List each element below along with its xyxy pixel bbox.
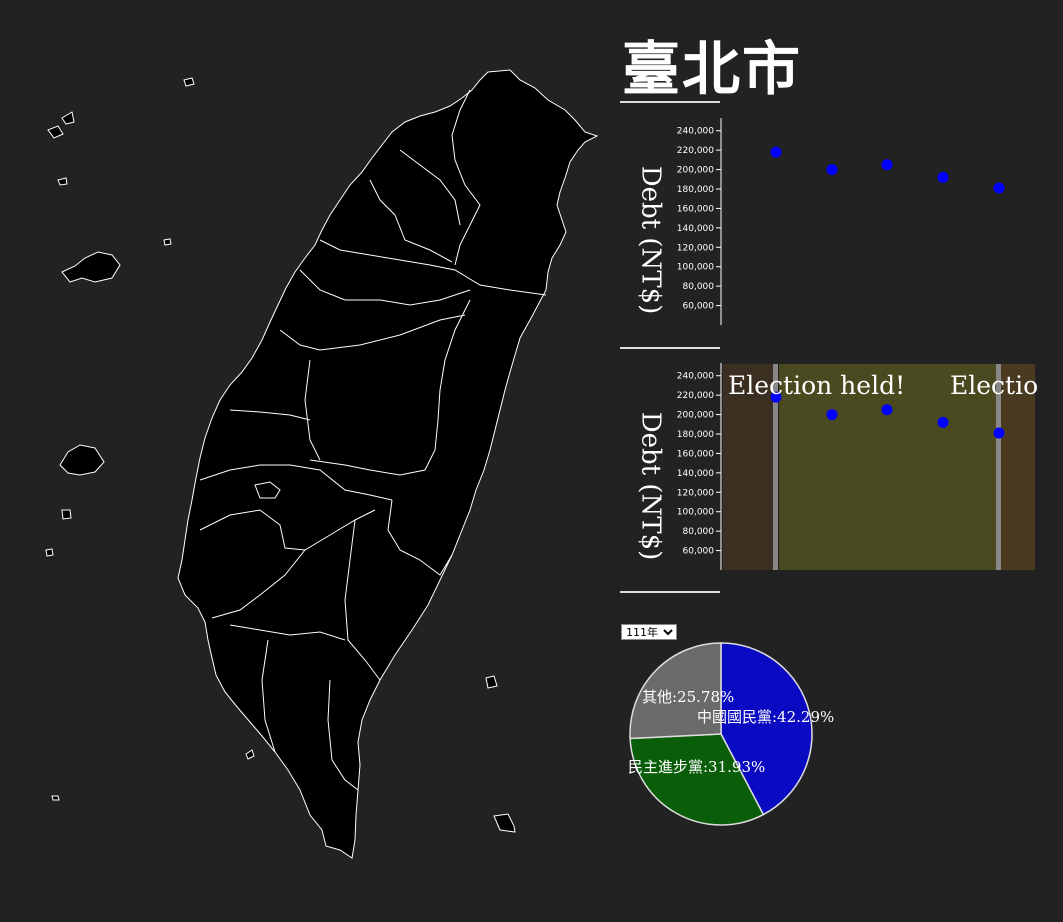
islet xyxy=(183,77,195,87)
y-tick-label: 240,000 xyxy=(677,127,714,137)
county-border xyxy=(451,89,481,266)
y-tick-label: 160,000 xyxy=(677,449,714,459)
y-tick-label: 200,000 xyxy=(677,411,714,421)
county-border xyxy=(199,464,393,501)
county-border xyxy=(327,679,359,791)
penghu-island xyxy=(61,251,121,283)
y-tick-label: 60,000 xyxy=(683,547,715,557)
y-tick-label: 80,000 xyxy=(683,282,715,292)
data-point xyxy=(826,409,838,421)
period-band xyxy=(779,364,998,570)
pie-slice-label: 中國國民黨:42.29% xyxy=(697,708,834,726)
y-tick-label: 100,000 xyxy=(677,508,714,518)
y-tick-label: 60,000 xyxy=(683,302,715,312)
pie-slice xyxy=(629,642,722,740)
county-border xyxy=(211,549,306,619)
y-tick-label: 140,000 xyxy=(677,224,714,234)
election-annotation: Electio xyxy=(950,371,1038,400)
y-tick-label: 220,000 xyxy=(677,391,714,401)
county-border xyxy=(399,149,461,226)
county-border xyxy=(304,359,321,461)
county-border xyxy=(261,639,276,753)
y-tick-label: 160,000 xyxy=(677,204,714,214)
election-marker xyxy=(996,364,1001,570)
data-point xyxy=(937,416,949,428)
divider xyxy=(620,101,720,103)
data-point xyxy=(770,391,782,403)
county-border xyxy=(319,239,547,296)
taiwan-main-island xyxy=(177,69,599,859)
y-tick-label: 80,000 xyxy=(683,527,715,537)
kinmen-island xyxy=(59,444,105,476)
city-title: 臺北市 xyxy=(622,35,803,103)
islet xyxy=(245,749,255,760)
islet xyxy=(61,111,75,125)
y-axis-label-wrap: Debt (NT$) xyxy=(630,386,670,586)
islet xyxy=(57,177,68,186)
islet xyxy=(47,125,64,139)
divider xyxy=(620,591,720,593)
data-point xyxy=(881,159,893,171)
data-point xyxy=(993,427,1005,439)
pie-slice xyxy=(629,733,765,826)
period-band xyxy=(1001,364,1035,570)
islet xyxy=(45,548,54,557)
period-band xyxy=(723,364,775,570)
y-tick-label: 200,000 xyxy=(677,166,714,176)
islet xyxy=(61,509,72,520)
y-tick-label: 220,000 xyxy=(677,146,714,156)
islet xyxy=(51,795,60,801)
county-border xyxy=(299,269,471,306)
county-border xyxy=(344,519,381,681)
year-select[interactable]: 111年 xyxy=(621,624,677,640)
y-axis-label: Debt (NT$) xyxy=(635,165,666,315)
data-point xyxy=(937,171,949,183)
county-border xyxy=(229,624,346,641)
county-border xyxy=(387,499,453,576)
county-border xyxy=(369,179,453,263)
taiwan-map xyxy=(45,69,599,859)
data-point xyxy=(993,182,1005,194)
debt-scatter-chart-top: 60,000 80,000 100,000 120,000 140,000 160,000… xyxy=(677,118,1005,325)
pie-slice-label: 民主進步黨:31.93% xyxy=(628,758,765,776)
islet xyxy=(163,238,172,246)
y-axis-label-wrap: Debt (NT$) xyxy=(630,140,670,340)
party-pie-chart: 中國國民黨:42.29% 民主進步黨:31.93% 其他:25.78% xyxy=(628,642,834,826)
data-point xyxy=(770,146,782,158)
debt-scatter-chart-bottom: 60,000 80,000 100,000 120,000 140,000 160,000… xyxy=(677,363,1038,570)
islet xyxy=(493,813,516,833)
pie-slice-label: 其他:25.78% xyxy=(642,688,734,706)
y-tick-label: 100,000 xyxy=(677,263,714,273)
y-tick-label: 180,000 xyxy=(677,185,714,195)
data-point xyxy=(826,164,838,176)
county-border xyxy=(199,509,376,551)
y-tick-label: 140,000 xyxy=(677,469,714,479)
islet xyxy=(485,675,498,689)
divider xyxy=(620,347,720,349)
pie-slice xyxy=(720,642,813,816)
election-marker xyxy=(773,364,778,570)
y-tick-label: 120,000 xyxy=(677,243,714,253)
election-annotation: Election held! xyxy=(728,371,905,400)
y-tick-label: 120,000 xyxy=(677,488,714,498)
county-border xyxy=(279,314,466,351)
county-border xyxy=(254,481,281,499)
y-tick-label: 240,000 xyxy=(677,372,714,382)
county-border xyxy=(229,409,311,421)
data-point xyxy=(881,404,893,416)
y-axis-label: Debt (NT$) xyxy=(635,411,666,561)
county-border xyxy=(309,299,471,476)
y-tick-label: 180,000 xyxy=(677,430,714,440)
